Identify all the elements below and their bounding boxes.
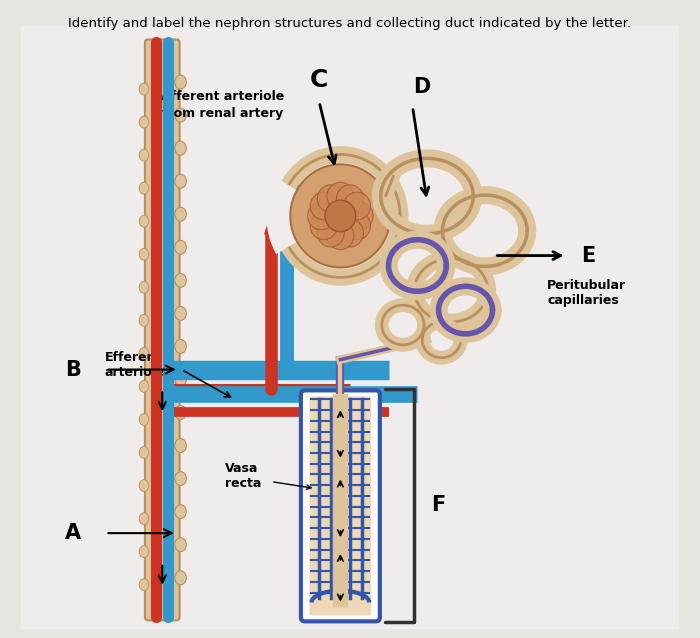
Text: from renal artery: from renal artery [162,107,284,121]
Circle shape [317,219,344,247]
Ellipse shape [139,447,149,459]
Ellipse shape [175,141,186,155]
Ellipse shape [139,480,149,491]
Circle shape [344,212,370,240]
Text: capillaries: capillaries [547,293,619,307]
Text: E: E [581,246,595,265]
Circle shape [337,185,363,212]
Ellipse shape [175,571,186,584]
Text: Identify and label the nephron structures and collecting duct indicated by the l: Identify and label the nephron structure… [69,17,631,29]
Text: Efferent: Efferent [104,351,162,364]
Text: Vasa: Vasa [225,462,258,475]
Text: C: C [310,68,328,92]
Text: A: A [64,523,81,543]
Ellipse shape [139,182,149,194]
Ellipse shape [139,83,149,95]
Circle shape [337,219,363,247]
Circle shape [327,182,354,210]
Wedge shape [266,178,340,254]
Ellipse shape [139,248,149,260]
Text: recta: recta [225,477,261,490]
Ellipse shape [175,373,186,387]
Circle shape [327,222,354,249]
Ellipse shape [139,512,149,524]
Ellipse shape [139,281,149,293]
Circle shape [307,202,335,230]
Ellipse shape [175,471,186,486]
Ellipse shape [175,207,186,221]
Text: Afferent arteriole: Afferent arteriole [161,91,284,103]
Ellipse shape [139,149,149,161]
Text: arteriole: arteriole [104,366,165,379]
Ellipse shape [139,215,149,227]
Ellipse shape [175,274,186,287]
Ellipse shape [175,241,186,254]
FancyBboxPatch shape [21,26,679,629]
Circle shape [344,192,370,220]
Ellipse shape [139,413,149,426]
Ellipse shape [175,306,186,320]
FancyBboxPatch shape [301,390,380,621]
FancyBboxPatch shape [309,396,371,616]
Ellipse shape [139,579,149,591]
Circle shape [346,202,373,230]
Ellipse shape [139,116,149,128]
Text: Peritubular: Peritubular [547,279,626,292]
Ellipse shape [175,538,186,552]
Circle shape [310,192,337,220]
Circle shape [310,212,337,240]
Circle shape [325,200,356,232]
Ellipse shape [175,108,186,122]
Text: D: D [414,77,430,97]
Ellipse shape [139,545,149,558]
Ellipse shape [175,438,186,452]
Ellipse shape [175,406,186,419]
Ellipse shape [175,174,186,188]
FancyBboxPatch shape [145,40,180,620]
Ellipse shape [175,75,186,89]
Circle shape [317,185,344,212]
Text: F: F [431,495,445,516]
Ellipse shape [139,348,149,359]
Ellipse shape [139,380,149,392]
Ellipse shape [175,339,186,353]
Circle shape [290,165,391,267]
Ellipse shape [175,505,186,519]
Text: B: B [65,360,80,380]
Ellipse shape [139,315,149,326]
